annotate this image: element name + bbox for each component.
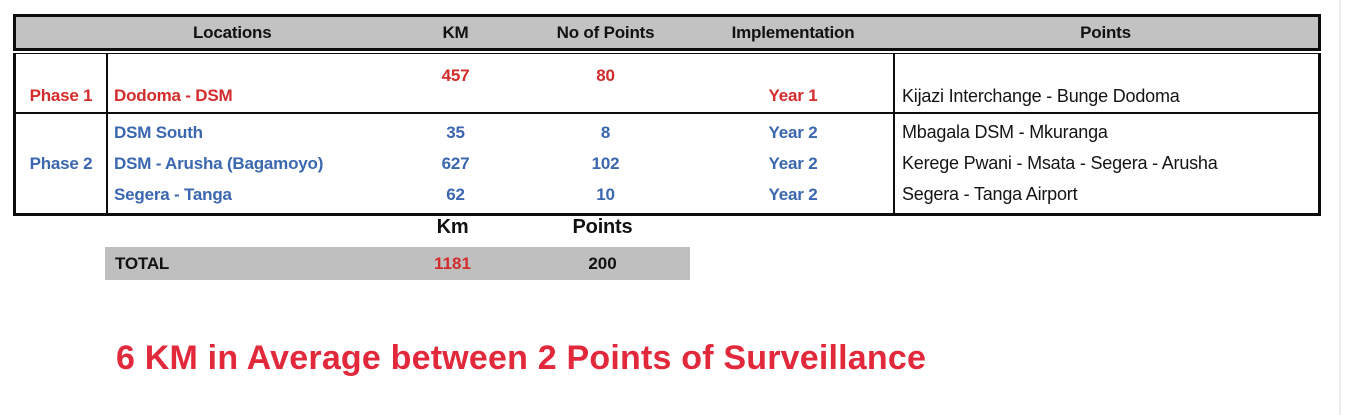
phase1-label: Phase 1 <box>16 54 108 112</box>
total-points-value: 200 <box>588 253 617 273</box>
phase2-km-3: 62 <box>446 184 465 204</box>
table-row-phase1: Phase 1 Dodoma - DSM 457 80 Year 1 Kijaz… <box>16 54 1318 114</box>
phase2-no-of-points-2: 102 <box>591 153 620 173</box>
phase1-points: Kijazi Interchange - Bunge Dodoma <box>893 54 1318 112</box>
header-no-of-points: No of Points <box>556 22 655 42</box>
phase2-points-1: Mbagala DSM - Mkuranga <box>902 122 1108 142</box>
phase2-no-of-points: 8 102 10 <box>518 114 693 213</box>
phase2-location-1: DSM South <box>114 122 203 142</box>
phase1-implementation: Year 1 <box>768 86 818 105</box>
total-km-value: 1181 <box>434 253 471 273</box>
header-km: KM <box>442 22 469 42</box>
header-locations: Locations <box>193 22 272 42</box>
surveillance-table: Locations KM No of Points Implementation… <box>13 14 1321 216</box>
caption-text: 6 KM in Average between 2 Points of Surv… <box>116 339 927 377</box>
total-label: TOTAL <box>115 253 170 273</box>
phase2-implementation-3: Year 2 <box>768 184 818 204</box>
header-implementation: Implementation <box>731 22 855 42</box>
phase2-points: Mbagala DSM - Mkuranga Kerege Pwani - Ms… <box>893 114 1318 213</box>
phase2-no-of-points-1: 8 <box>600 122 611 142</box>
totals-points-label: Points <box>572 216 633 238</box>
table-body: Phase 1 Dodoma - DSM 457 80 Year 1 Kijaz… <box>13 53 1321 216</box>
phase1-km: 457 <box>441 66 470 85</box>
phase2-label: Phase 2 <box>16 114 108 213</box>
table-header-row: Locations KM No of Points Implementation… <box>13 14 1321 51</box>
page-edge-divider <box>1339 0 1341 415</box>
phase1-no-of-points: 80 <box>596 66 615 85</box>
phase2-implementation: Year 2 Year 2 Year 2 <box>693 114 893 213</box>
header-points: Points <box>1080 22 1131 42</box>
phase2-implementation-1: Year 2 <box>768 122 818 142</box>
phase2-km-2: 627 <box>441 153 470 173</box>
phase2-km-1: 35 <box>446 122 465 142</box>
phase2-points-3: Segera - Tanga Airport <box>902 184 1078 204</box>
total-row: TOTAL 1181 200 <box>105 247 690 280</box>
phase2-km: 35 627 62 <box>393 114 518 213</box>
totals-header-row: Km Points <box>13 216 690 239</box>
phase2-points-2: Kerege Pwani - Msata - Segera - Arusha <box>902 153 1218 173</box>
table-row-phase2: Phase 2 DSM South DSM - Arusha (Bagamoyo… <box>16 114 1318 213</box>
phase2-location-3: Segera - Tanga <box>114 184 232 204</box>
phase2-locations: DSM South DSM - Arusha (Bagamoyo) Segera… <box>108 114 393 213</box>
phase2-implementation-2: Year 2 <box>768 153 818 173</box>
totals-km-label: Km <box>436 216 469 238</box>
phase2-no-of-points-3: 10 <box>596 184 615 204</box>
phase2-location-2: DSM - Arusha (Bagamoyo) <box>114 153 324 173</box>
phase1-location: Dodoma - DSM <box>114 86 233 105</box>
